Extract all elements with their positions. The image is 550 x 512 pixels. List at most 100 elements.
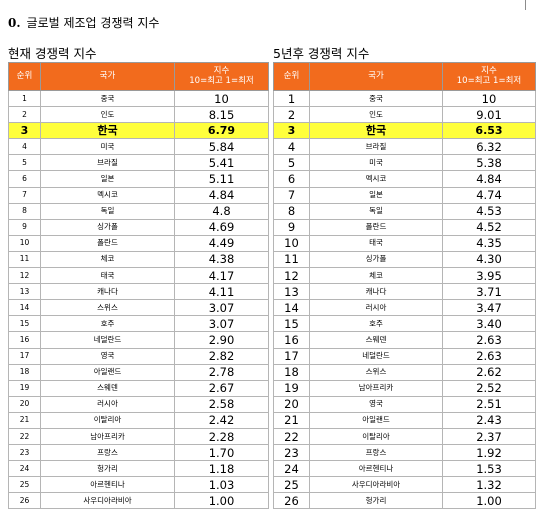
document-heading: 0. 글로벌 제조업 경쟁력 지수 (8, 14, 159, 31)
table-row: 20 러시아 2.58 (8, 395, 269, 413)
table-row: 24 아르헨티나 1.53 (273, 460, 536, 478)
table-row: 9 싱가폴 4.69 (8, 218, 269, 236)
country-cell: 아일랜드 (309, 411, 443, 429)
country-cell: 이탈리아 (40, 411, 175, 429)
score-cell: 4.84 (442, 170, 536, 188)
rank-cell: 20 (8, 395, 41, 413)
rank-header: 순위 (8, 62, 41, 91)
table-row: 2 인도 8.15 (8, 106, 269, 124)
rank-cell: 16 (8, 331, 41, 349)
rank-cell: 19 (8, 379, 41, 397)
score-cell: 10 (442, 89, 536, 108)
country-cell: 폴란드 (309, 218, 443, 236)
table-row: 10 폴란드 4.49 (8, 234, 269, 252)
table-row: 25 아르헨티나 1.03 (8, 476, 269, 494)
country-cell: 남아프리카 (40, 427, 175, 446)
rank-cell: 11 (8, 250, 41, 269)
country-cell: 미국 (309, 154, 443, 172)
country-cell: 독일 (40, 202, 175, 220)
table-row: 16 네덜란드 2.90 (8, 331, 269, 349)
rank-cell: 25 (273, 476, 310, 494)
score-cell: 3.07 (174, 299, 269, 317)
score-header-line2: 10=최고 1=최저 (456, 75, 522, 86)
future-index-table: 순위 국가 지수 10=최고 1=최저 1 중국 10 2 인도 9.01 3 한국 6.53 4 브… (273, 62, 536, 510)
score-cell: 1.00 (442, 492, 536, 510)
country-cell: 러시아 (40, 395, 175, 413)
score-cell: 1.92 (442, 444, 536, 462)
country-cell: 태국 (40, 267, 175, 285)
score-cell: 1.70 (174, 444, 269, 462)
score-cell: 4.74 (442, 186, 536, 204)
page-corner-mark (525, 0, 526, 10)
table-row: 10 태국 4.35 (273, 234, 536, 252)
rank-cell: 13 (8, 283, 41, 301)
rank-cell: 19 (273, 379, 310, 397)
table-row: 7 일본 4.74 (273, 186, 536, 204)
table-row: 23 프랑스 1.70 (8, 444, 269, 462)
score-header-line1: 지수 (213, 65, 230, 76)
country-cell: 싱가폴 (309, 250, 443, 269)
score-cell: 4.53 (442, 202, 536, 220)
country-cell: 아르헨티나 (40, 476, 175, 494)
score-cell: 3.71 (442, 283, 536, 301)
score-cell: 2.63 (442, 331, 536, 349)
score-cell: 1.03 (174, 476, 269, 494)
table-row: 12 체코 3.95 (273, 267, 536, 285)
rank-cell: 22 (273, 427, 310, 446)
table-row: 22 남아프리카 2.28 (8, 427, 269, 446)
score-cell: 4.84 (174, 186, 269, 204)
country-cell: 인도 (309, 106, 443, 124)
rank-cell: 15 (273, 315, 310, 333)
rank-cell: 2 (273, 106, 310, 124)
rank-cell: 22 (8, 427, 41, 446)
country-cell: 프랑스 (40, 444, 175, 462)
score-cell: 4.69 (174, 218, 269, 236)
table-row: 19 스웨덴 2.67 (8, 379, 269, 397)
rank-cell: 25 (8, 476, 41, 494)
score-cell: 4.8 (174, 202, 269, 220)
score-cell: 10 (174, 89, 269, 108)
rank-cell: 15 (8, 315, 41, 333)
score-cell: 6.79 (174, 122, 269, 140)
rank-cell: 13 (273, 283, 310, 301)
heading-text: 글로벌 제조업 경쟁력 지수 (26, 16, 160, 30)
country-cell: 체코 (40, 250, 175, 269)
country-cell: 러시아 (309, 299, 443, 317)
rank-cell: 16 (273, 331, 310, 349)
table-row: 5 브라질 5.41 (8, 154, 269, 172)
score-cell: 4.30 (442, 250, 536, 269)
rank-cell: 14 (8, 299, 41, 317)
score-cell: 2.63 (442, 347, 536, 365)
table-row: 26 사우디아라비아 1.00 (8, 492, 269, 510)
rank-cell: 14 (273, 299, 310, 317)
score-cell: 4.38 (174, 250, 269, 269)
heading-number: 0. (8, 16, 21, 30)
country-cell: 일본 (309, 186, 443, 204)
score-cell: 3.47 (442, 299, 536, 317)
rank-cell: 1 (273, 89, 310, 108)
score-cell: 1.32 (442, 476, 536, 494)
rank-cell: 24 (273, 460, 310, 478)
country-cell: 태국 (309, 234, 443, 252)
score-cell: 5.11 (174, 170, 269, 188)
country-cell: 호주 (40, 315, 175, 333)
country-cell: 중국 (40, 89, 175, 108)
country-cell: 일본 (40, 170, 175, 188)
score-cell: 4.52 (442, 218, 536, 236)
country-cell: 영국 (40, 347, 175, 365)
score-cell: 4.17 (174, 267, 269, 285)
country-cell: 싱가폴 (40, 218, 175, 236)
rank-cell: 2 (8, 106, 41, 124)
country-cell: 중국 (309, 89, 443, 108)
table-row: 4 미국 5.84 (8, 138, 269, 156)
table-row: 16 스웨덴 2.63 (273, 331, 536, 349)
table-row: 25 사우디아라비아 1.32 (273, 476, 536, 494)
table-row: 6 일본 5.11 (8, 170, 269, 188)
score-cell: 3.07 (174, 315, 269, 333)
table-row: 23 프랑스 1.92 (273, 444, 536, 462)
country-cell: 이탈리아 (309, 427, 443, 446)
rank-cell: 23 (273, 444, 310, 462)
country-cell: 스위스 (309, 363, 443, 381)
score-cell: 5.84 (174, 138, 269, 156)
table-row: 12 태국 4.17 (8, 267, 269, 285)
